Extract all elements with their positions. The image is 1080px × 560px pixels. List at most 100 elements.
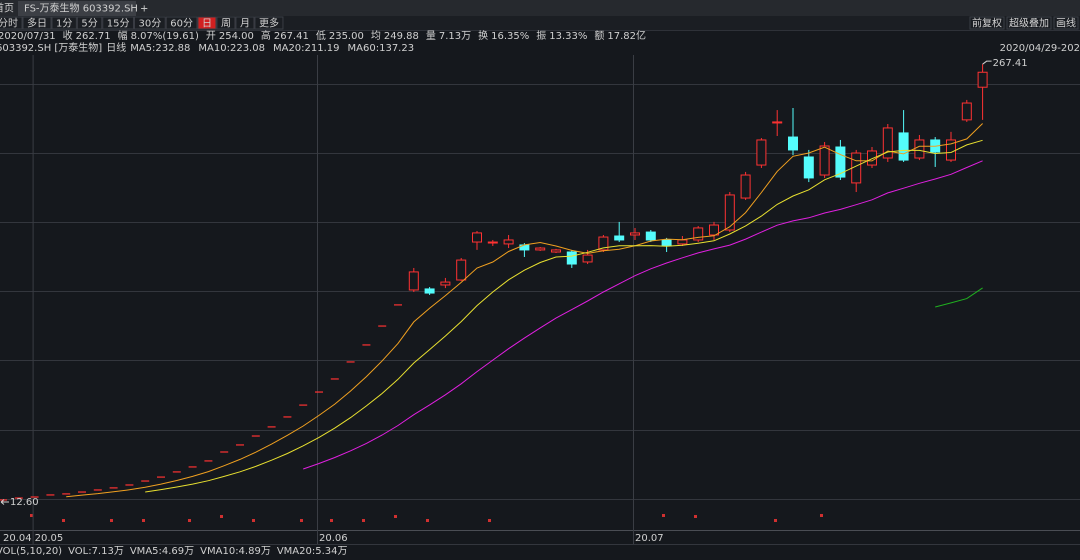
candle-body [882, 127, 893, 159]
marker [330, 519, 333, 522]
marker [694, 515, 697, 518]
marker [362, 519, 365, 522]
quote-label: 高 [261, 29, 271, 42]
candle-body [740, 174, 751, 199]
quote-value: 13.33% [549, 31, 587, 42]
quote-value: 16.35% [491, 31, 529, 42]
period-button-bg [22, 16, 52, 30]
marker [220, 515, 223, 518]
period-button[interactable]: 60分 [170, 18, 193, 30]
x-tick-label: 20.05 [35, 533, 64, 544]
tab-bar [0, 0, 1080, 16]
candle-body [440, 281, 451, 286]
quote-label: 收 [63, 29, 73, 42]
marker [300, 519, 303, 522]
legend-entry: MA10:223.08 [198, 43, 265, 54]
event-markers [30, 514, 823, 522]
period-button[interactable]: 多日 [27, 17, 47, 30]
quote-label: 均 [371, 30, 381, 42]
candle-body [424, 288, 435, 294]
candle-body [582, 254, 593, 263]
candle-body [977, 71, 988, 88]
quote-label: 幅 [118, 29, 128, 42]
legend-entry: MA5:232.88 [130, 43, 190, 54]
period-button-bg [216, 16, 236, 30]
high-label: 267.41 [993, 58, 1028, 69]
marker [662, 514, 665, 517]
quote-label: 振 [536, 29, 546, 42]
candle-body [803, 156, 814, 179]
tool-button-bg [1053, 16, 1079, 30]
ma-line [145, 139, 983, 493]
candle-body [661, 239, 672, 247]
period-button-bg [51, 16, 77, 30]
tool-button[interactable]: 超级叠加 [1009, 17, 1049, 30]
quote-value: 254.00 [219, 31, 254, 42]
x-tick-label: 20.07 [635, 533, 664, 544]
chart-period: 日线 [106, 41, 126, 54]
marker [62, 519, 65, 522]
candle-body [835, 146, 846, 178]
marker [30, 514, 33, 517]
candle-body [566, 251, 577, 265]
period-button[interactable]: 更多 [259, 17, 279, 30]
candle-body [535, 247, 546, 251]
toolbar [0, 16, 1080, 30]
candle-body [551, 249, 561, 253]
legend-entry: MA60:137.23 [348, 43, 415, 54]
volume-legend: VMA20:5.34万 [277, 546, 348, 557]
volume-legend: VMA10:4.89万 [200, 546, 271, 557]
quote-label: 额 [594, 29, 604, 42]
x-tick-label: 20.04 [3, 533, 32, 544]
candle-body [709, 224, 719, 236]
period-button[interactable]: 分时 [0, 18, 18, 30]
tab-title[interactable]: FS-万泰生物 603392.SH [24, 2, 138, 15]
quote-value: 262.71 [76, 31, 111, 42]
tool-button[interactable]: 前复权 [972, 17, 1002, 30]
legend-entry: MA20:211.19 [273, 43, 340, 54]
ma-line [66, 123, 983, 498]
quote-label: 低 [316, 29, 326, 42]
home-tab[interactable]: 首页 [0, 2, 14, 15]
chart-title: 603392.SH [万泰生物] [0, 41, 102, 54]
tool-button[interactable]: 画线 [1056, 17, 1076, 30]
candle-body [914, 139, 925, 159]
period-button-bg [235, 16, 255, 30]
quote-value: 267.41 [274, 31, 309, 42]
period-button-bg [0, 16, 23, 30]
period-button-bg [133, 16, 166, 30]
low-arrow [0, 499, 9, 505]
quote-value: 235.00 [329, 31, 364, 42]
period-button[interactable]: 月 [240, 18, 250, 30]
candle-body [630, 232, 640, 236]
add-tab[interactable]: + [140, 4, 148, 15]
active-tab[interactable] [18, 1, 136, 16]
period-button[interactable]: 日 [202, 19, 212, 30]
candle-body [693, 227, 704, 241]
quote-label: 换 [478, 29, 488, 42]
marker [820, 514, 823, 517]
period-button[interactable]: 周 [221, 18, 231, 30]
period-button[interactable]: 1分 [56, 18, 72, 30]
candle-body [677, 239, 688, 245]
period-button[interactable]: 15分 [107, 18, 130, 30]
candle-body [487, 241, 498, 244]
ma-line [303, 160, 983, 470]
candle-body [472, 232, 482, 243]
candle-body [788, 136, 798, 151]
marker [774, 519, 777, 522]
marker [488, 519, 491, 522]
x-tick-label: 20.06 [319, 533, 348, 544]
candle-body [772, 121, 783, 124]
period-button[interactable]: 5分 [81, 18, 97, 30]
quote-value: 17.82亿 [607, 29, 646, 42]
candle-body [819, 145, 830, 176]
candle-body [645, 231, 656, 241]
period-button[interactable]: 30分 [138, 18, 161, 30]
period-button-bg [102, 16, 134, 30]
period-button-bg [76, 16, 103, 30]
quote-value: 7.13万 [439, 31, 471, 42]
marker [142, 519, 145, 522]
